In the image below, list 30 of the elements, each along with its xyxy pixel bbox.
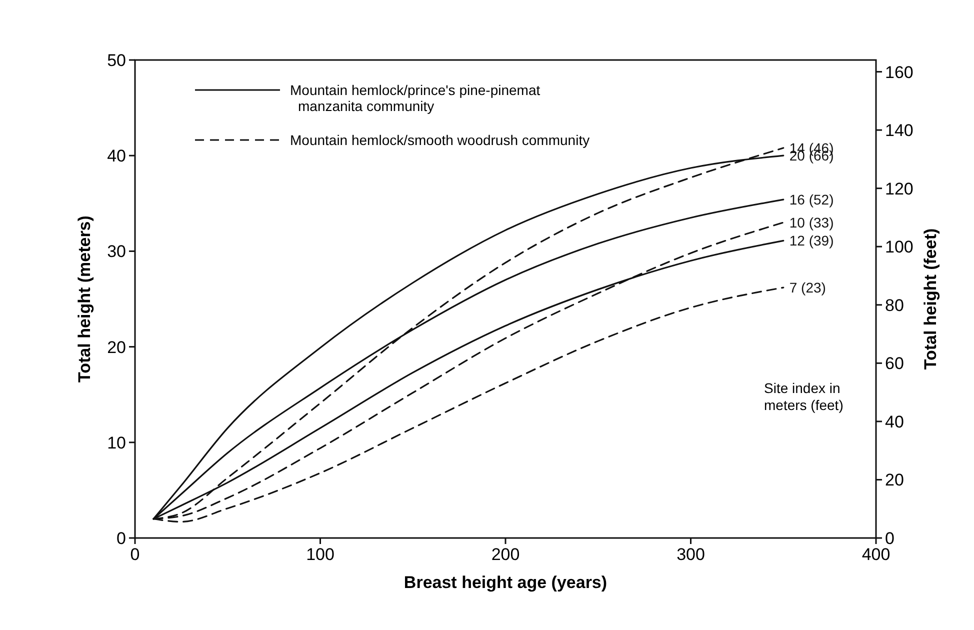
y2-tick-label: 60 [885, 354, 904, 374]
series-label: 7 (23) [789, 280, 826, 296]
series-label: 16 (52) [789, 192, 834, 208]
x-tick-label: 0 [130, 545, 140, 564]
y2-axis-title: Total height (feet) [921, 228, 940, 370]
y-tick-label: 10 [107, 433, 126, 452]
x-tick-label: 100 [306, 545, 334, 564]
y2-tick-label: 160 [885, 62, 914, 82]
x-axis-title: Breast height age (years) [404, 573, 608, 592]
y2-tick-label: 40 [885, 412, 904, 432]
x-tick-label: 300 [676, 545, 705, 564]
y-tick-label: 20 [107, 338, 126, 357]
annotation: Site index in meters (feet) [764, 380, 844, 413]
y2-tick-label: 100 [885, 238, 914, 257]
x-tick-label: 200 [491, 545, 520, 564]
annotation: Mountain hemlock/smooth woodrush community [290, 132, 590, 148]
y2-tick-label: 140 [885, 121, 914, 140]
x-tick-label: 400 [862, 545, 890, 564]
y-tick-label: 50 [107, 51, 126, 70]
y-tick-label: 0 [116, 529, 126, 548]
annotation: Mountain hemlock/prince's pine-pinemat manzanita community [290, 82, 540, 114]
series-label: 10 (33) [789, 214, 834, 231]
y-tick-label: 30 [107, 242, 126, 262]
y2-tick-label: 20 [885, 470, 904, 490]
series-label: 12 (39) [789, 232, 834, 249]
y-axis-title: Total height (meters) [75, 216, 94, 382]
y2-tick-label: 0 [885, 529, 894, 548]
y-tick-label: 40 [107, 146, 126, 166]
y2-tick-label: 120 [885, 179, 914, 198]
y2-tick-label: 80 [885, 296, 904, 315]
